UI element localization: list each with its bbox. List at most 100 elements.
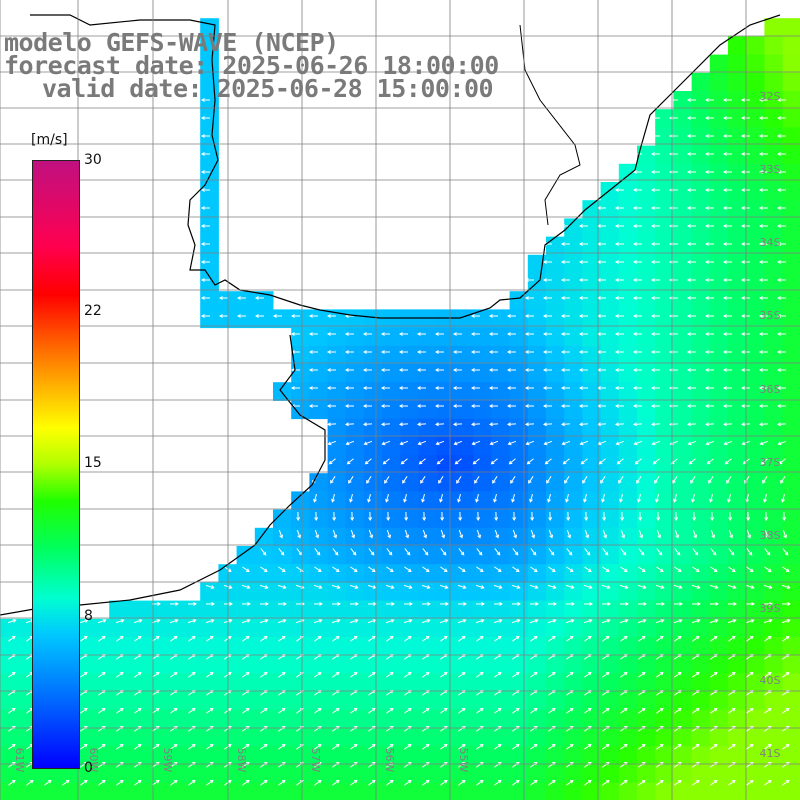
wind-arrow-head bbox=[542, 386, 547, 390]
wind-arrow-head bbox=[461, 671, 466, 676]
wind-arrow-head bbox=[119, 671, 124, 676]
wind-speed-cell bbox=[782, 18, 800, 37]
wind-speed-cell bbox=[491, 618, 511, 638]
wind-speed-cell bbox=[436, 345, 456, 365]
wind-arrow bbox=[763, 584, 772, 589]
wind-speed-cell bbox=[655, 254, 674, 274]
wind-arrow-head bbox=[696, 619, 701, 623]
wind-arrow bbox=[98, 726, 106, 732]
wind-arrow bbox=[746, 566, 754, 572]
wind-arrow-head bbox=[615, 441, 620, 446]
wind-speed-cell bbox=[709, 382, 729, 401]
wind-arrow bbox=[116, 780, 124, 786]
wind-speed-cell bbox=[564, 400, 583, 420]
wind-arrow bbox=[565, 619, 574, 624]
wind-speed-cell bbox=[655, 200, 674, 219]
wind-speed-cell bbox=[691, 637, 711, 656]
wind-arrow bbox=[674, 744, 682, 750]
wind-arrow-head bbox=[776, 224, 781, 228]
wind-arrow bbox=[781, 584, 790, 589]
wind-arrow-head bbox=[353, 743, 358, 748]
wind-speed-cell bbox=[655, 145, 674, 165]
wind-speed-cell bbox=[582, 418, 602, 438]
wind-speed-cell bbox=[564, 618, 583, 638]
wind-arrow-head bbox=[650, 314, 655, 318]
wind-speed-cell bbox=[473, 509, 492, 529]
wind-speed-cell bbox=[491, 418, 511, 438]
wind-arrow bbox=[295, 619, 304, 624]
wind-arrow-head bbox=[561, 441, 566, 446]
wind-speed-cell bbox=[655, 473, 674, 492]
wind-speed-cell bbox=[455, 764, 474, 784]
wind-arrow-head bbox=[740, 224, 745, 228]
wind-speed-cell bbox=[109, 709, 128, 729]
wind-arrow-head bbox=[524, 386, 529, 390]
wind-arrow bbox=[530, 529, 535, 538]
wind-speed-cell bbox=[491, 782, 511, 800]
wind-arrow-head bbox=[722, 116, 727, 120]
wind-arrow bbox=[584, 566, 592, 572]
wind-arrow bbox=[116, 636, 124, 642]
wind-speed-cell bbox=[637, 728, 656, 747]
wind-arrow bbox=[692, 529, 697, 538]
wind-speed-cell bbox=[327, 400, 347, 420]
wind-arrow-head bbox=[461, 568, 466, 572]
wind-speed-cell bbox=[618, 618, 638, 638]
wind-arrow bbox=[548, 672, 556, 678]
wind-arrow bbox=[404, 672, 412, 678]
wind-speed-cell bbox=[455, 600, 474, 620]
wind-arrow bbox=[440, 566, 448, 572]
wind-arrow-head bbox=[533, 671, 538, 676]
wind-speed-cell bbox=[728, 491, 747, 511]
wind-arrow-head bbox=[470, 404, 475, 408]
wind-arrow-head bbox=[686, 188, 691, 192]
wind-speed-cell bbox=[746, 527, 765, 547]
wind-arrow bbox=[332, 780, 340, 786]
wind-arrow-head bbox=[416, 386, 421, 390]
wind-speed-cell bbox=[72, 782, 92, 800]
wind-speed-cell bbox=[364, 728, 383, 747]
wind-arrow bbox=[565, 584, 574, 589]
wind-arrow bbox=[8, 780, 16, 786]
wind-speed-cell bbox=[327, 637, 347, 656]
wind-speed-cell bbox=[0, 618, 19, 638]
wind-arrow-head bbox=[549, 534, 554, 539]
wind-speed-cell bbox=[782, 91, 800, 110]
wind-arrow bbox=[329, 458, 336, 465]
wind-arrow-head bbox=[326, 332, 331, 336]
wind-speed-cell bbox=[291, 491, 310, 511]
wind-arrow-head bbox=[263, 707, 268, 712]
wind-speed-cell bbox=[618, 582, 638, 602]
wind-arrow-head bbox=[530, 517, 535, 521]
wind-speed-cell bbox=[491, 709, 511, 729]
wind-arrow-head bbox=[494, 517, 499, 521]
wind-arrow-head bbox=[346, 460, 351, 465]
wind-arrow bbox=[692, 566, 700, 572]
wind-speed-cell bbox=[764, 364, 784, 383]
wind-arrow-head bbox=[493, 498, 497, 503]
wind-arrow-head bbox=[296, 517, 301, 521]
wind-speed-cell bbox=[691, 400, 711, 420]
wind-speed-cell bbox=[182, 709, 201, 729]
wind-speed-cell bbox=[637, 309, 656, 329]
wind-speed-cell bbox=[782, 291, 800, 310]
wind-arrow bbox=[440, 708, 448, 714]
wind-arrow-head bbox=[585, 534, 590, 539]
wind-arrow-head bbox=[317, 779, 322, 784]
wind-speed-cell bbox=[436, 582, 456, 602]
wind-arrow-head bbox=[673, 498, 677, 503]
wind-arrow-head bbox=[173, 779, 178, 784]
wind-arrow-head bbox=[479, 635, 484, 640]
wind-speed-cell bbox=[582, 364, 602, 383]
wind-speed-cell bbox=[546, 273, 565, 292]
wind-arrow-head bbox=[551, 568, 556, 572]
wind-speed-cell bbox=[728, 309, 747, 329]
wind-speed-cell bbox=[200, 145, 219, 165]
wind-arrow bbox=[655, 619, 664, 624]
wind-arrow bbox=[494, 548, 501, 556]
wind-arrow-head bbox=[785, 635, 790, 640]
wind-arrow-head bbox=[200, 260, 205, 264]
wind-arrow-head bbox=[402, 479, 406, 484]
wind-arrow-head bbox=[776, 242, 781, 246]
wind-arrow-head bbox=[722, 98, 727, 102]
